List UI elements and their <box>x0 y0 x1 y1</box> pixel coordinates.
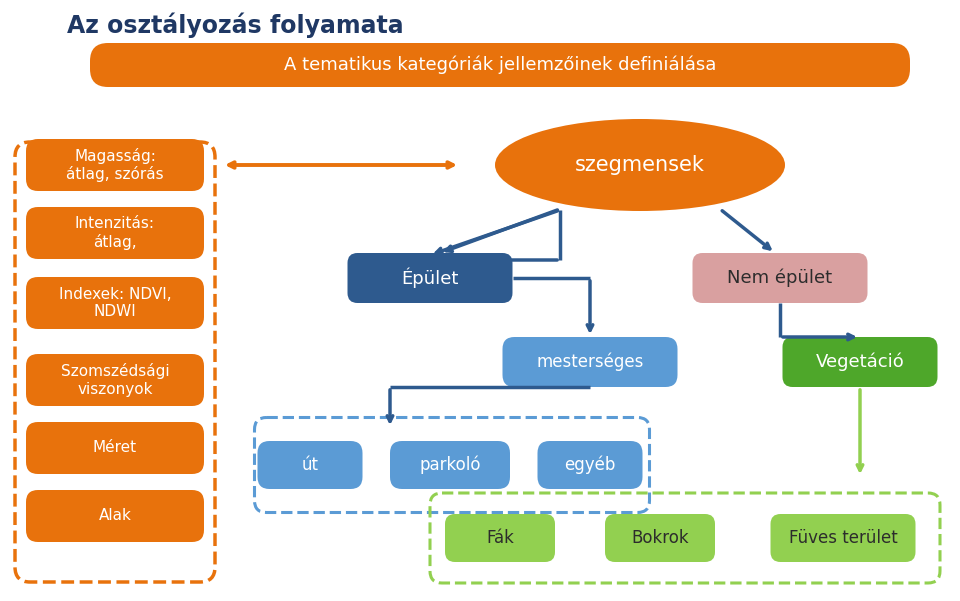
Text: parkoló: parkoló <box>420 456 481 474</box>
Text: A tematikus kategóriák jellemzőinek definiálása: A tematikus kategóriák jellemzőinek defi… <box>284 56 716 75</box>
FancyBboxPatch shape <box>348 253 513 303</box>
Text: Indexek: NDVI,
NDWI: Indexek: NDVI, NDWI <box>59 287 171 319</box>
FancyBboxPatch shape <box>692 253 868 303</box>
FancyBboxPatch shape <box>26 207 204 259</box>
FancyBboxPatch shape <box>26 139 204 191</box>
Text: Alak: Alak <box>99 508 132 523</box>
FancyBboxPatch shape <box>257 441 363 489</box>
FancyBboxPatch shape <box>26 490 204 542</box>
Text: egyéb: egyéb <box>564 456 615 474</box>
FancyBboxPatch shape <box>390 441 510 489</box>
FancyBboxPatch shape <box>90 43 910 87</box>
FancyBboxPatch shape <box>502 337 678 387</box>
FancyBboxPatch shape <box>538 441 642 489</box>
Text: szegmensek: szegmensek <box>575 155 705 175</box>
Text: Méret: Méret <box>93 441 137 456</box>
Text: Intenzitás:
átlag,: Intenzitás: átlag, <box>75 216 155 250</box>
Text: Szomszédsági
viszonyok: Szomszédsági viszonyok <box>60 363 169 397</box>
FancyBboxPatch shape <box>26 422 204 474</box>
Text: Az osztályozás folyamata: Az osztályozás folyamata <box>66 12 403 38</box>
FancyBboxPatch shape <box>26 354 204 406</box>
FancyBboxPatch shape <box>26 277 204 329</box>
Text: mesterséges: mesterséges <box>537 353 644 371</box>
Text: Vegetáció: Vegetáció <box>816 353 904 371</box>
Text: Füves terület: Füves terület <box>788 529 898 547</box>
Text: Fák: Fák <box>486 529 514 547</box>
Text: Épület: Épület <box>401 268 459 288</box>
FancyBboxPatch shape <box>605 514 715 562</box>
FancyBboxPatch shape <box>782 337 938 387</box>
Text: Nem épület: Nem épület <box>728 269 832 287</box>
Ellipse shape <box>495 119 785 211</box>
Text: Bokrok: Bokrok <box>631 529 689 547</box>
Text: út: út <box>301 456 319 474</box>
FancyBboxPatch shape <box>771 514 916 562</box>
Text: Magasság:
átlag, szórás: Magasság: átlag, szórás <box>66 148 164 182</box>
FancyBboxPatch shape <box>445 514 555 562</box>
